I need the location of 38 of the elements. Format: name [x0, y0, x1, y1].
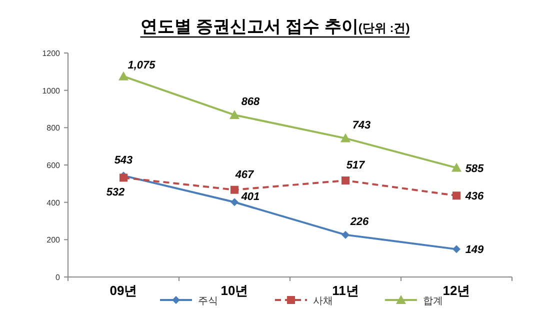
chart-title: 연도별 증권신고서 접수 추이: [140, 17, 358, 36]
y-tick-label: 1200: [42, 49, 61, 58]
point: [230, 110, 240, 119]
x-tick-label: 09년: [110, 283, 138, 298]
x-tick-label: 10년: [220, 283, 248, 298]
data-label: 149: [465, 244, 485, 256]
legend-label: 사채: [313, 296, 333, 307]
point: [452, 192, 460, 200]
point: [230, 186, 238, 194]
point: [342, 230, 350, 239]
y-tick-label: 400: [46, 198, 61, 208]
point: [118, 71, 128, 80]
data-label: 743: [352, 119, 371, 132]
data-label: 532: [106, 186, 125, 199]
point: [452, 245, 460, 254]
y-tick-label: 0: [56, 273, 61, 282]
data-label: 868: [241, 96, 261, 108]
point: [452, 162, 462, 172]
data-label: 1,075: [128, 59, 156, 72]
point: [342, 176, 350, 184]
data-label: 226: [349, 216, 370, 228]
y-tick-label: 200: [46, 236, 61, 245]
y-tick-label: 800: [46, 124, 61, 133]
legend-label: 합계: [423, 296, 443, 307]
point: [230, 198, 238, 206]
y-tick-label: 1000: [42, 86, 61, 96]
data-label: 436: [464, 190, 485, 203]
data-label: 401: [240, 191, 260, 204]
data-label: 585: [465, 162, 485, 175]
legend-label: 주식: [198, 296, 218, 307]
y-tick-label: 600: [46, 161, 61, 170]
data-label: 543: [114, 154, 133, 167]
x-tick-label: 11년: [332, 283, 359, 298]
point: [340, 133, 350, 142]
data-label: 467: [234, 168, 255, 181]
x-tick-label: 12년: [442, 283, 470, 298]
chart-subtitle: (단위 :건): [358, 21, 410, 35]
data-label: 517: [346, 159, 366, 172]
